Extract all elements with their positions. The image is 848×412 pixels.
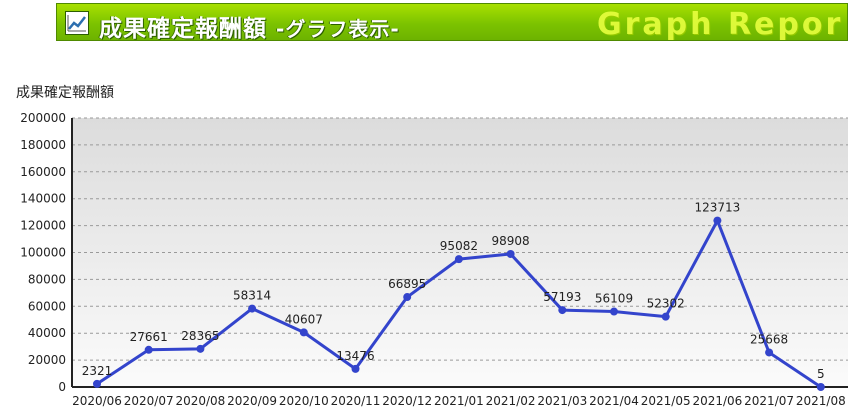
- y-tick-label: 40000: [28, 326, 66, 340]
- data-label: 56109: [595, 292, 633, 306]
- data-label: 2321: [82, 364, 113, 378]
- x-tick-label: 2020/07: [124, 394, 174, 408]
- data-point: [93, 380, 101, 388]
- x-tick-label: 2020/12: [382, 394, 432, 408]
- x-tick-label: 2021/01: [434, 394, 484, 408]
- data-label: 58314: [233, 289, 271, 303]
- data-label: 123713: [694, 201, 740, 215]
- data-point: [352, 365, 360, 373]
- data-point: [817, 383, 825, 391]
- x-tick-label: 2020/10: [279, 394, 329, 408]
- y-tick-label: 120000: [20, 219, 66, 233]
- y-tick-label: 100000: [20, 246, 66, 260]
- data-label: 13476: [336, 349, 374, 363]
- y-tick-label: 140000: [20, 192, 66, 206]
- x-axis: 2020/06 2020/07 2020/08 2020/09 2020/10 2020/…: [72, 387, 848, 408]
- data-point: [610, 308, 618, 316]
- data-point: [455, 255, 463, 263]
- x-tick-label: 2020/06: [72, 394, 122, 408]
- data-label: 40607: [285, 312, 323, 326]
- y-tick-label: 160000: [20, 165, 66, 179]
- data-point: [300, 328, 308, 336]
- data-label: 5: [817, 367, 825, 381]
- data-label: 25668: [750, 332, 788, 346]
- data-label: 95082: [440, 239, 478, 253]
- x-tick-label: 2020/11: [331, 394, 381, 408]
- data-label: 98908: [492, 234, 530, 248]
- x-tick-label: 2020/09: [227, 394, 277, 408]
- x-tick-label: 2020/08: [175, 394, 225, 408]
- x-tick-label: 2021/02: [486, 394, 536, 408]
- data-label: 66895: [388, 277, 426, 291]
- data-label: 28365: [181, 329, 219, 343]
- data-point: [196, 345, 204, 353]
- y-tick-label: 0: [58, 380, 66, 394]
- x-tick-label: 2021/06: [692, 394, 742, 408]
- data-point: [145, 346, 153, 354]
- x-tick-label: 2021/08: [796, 394, 846, 408]
- data-point: [713, 217, 721, 225]
- data-point: [403, 293, 411, 301]
- x-tick-label: 2021/05: [641, 394, 691, 408]
- data-point: [248, 305, 256, 313]
- x-tick-label: 2021/07: [744, 394, 794, 408]
- data-label: 52302: [647, 297, 685, 311]
- y-tick-label: 180000: [20, 138, 66, 152]
- data-point: [662, 313, 670, 321]
- data-point: [765, 348, 773, 356]
- y-axis: 0 20000 40000 60000 80000 100000 120000 140000 1…: [20, 111, 72, 394]
- data-label: 57193: [543, 290, 581, 304]
- x-tick-label: 2021/04: [589, 394, 639, 408]
- y-tick-label: 60000: [28, 299, 66, 313]
- data-point: [507, 250, 515, 258]
- y-tick-label: 200000: [20, 111, 66, 125]
- y-tick-label: 80000: [28, 272, 66, 286]
- data-label: 27661: [130, 330, 168, 344]
- x-tick-label: 2021/03: [537, 394, 587, 408]
- y-tick-label: 20000: [28, 353, 66, 367]
- data-point: [558, 306, 566, 314]
